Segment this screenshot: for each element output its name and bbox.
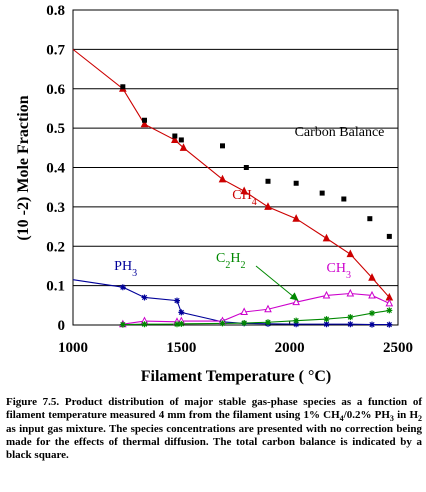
caption-sub-2: 3 [389, 414, 394, 424]
point-ch4-9 [322, 233, 331, 242]
point-ch3-10 [368, 290, 376, 299]
point-ch3-9 [346, 288, 355, 297]
c2h2-label: C2H2 [216, 251, 245, 271]
point-c2h2-7 [293, 317, 300, 324]
point-carbon-balance-6 [265, 178, 271, 184]
caption-label: Figure 7.5. [6, 396, 60, 408]
point-c2h2-9 [347, 314, 354, 321]
point-ch4-7 [264, 202, 272, 210]
point-ch4-2 [140, 119, 149, 128]
point-ch3-11 [385, 298, 394, 307]
point-ch3-8 [322, 290, 331, 299]
point-carbon-balance-7 [293, 180, 299, 186]
point-ph3-8 [293, 321, 300, 328]
point-c2h2-0 [119, 321, 126, 328]
point-ph3-2 [141, 294, 148, 301]
point-c2h2-1 [141, 321, 148, 328]
x-tick-labels: 1000 1500 2000 2500 [58, 321, 413, 356]
y-tick-label-5: 0.5 [46, 121, 65, 137]
caption-sub-1: 4 [339, 414, 344, 424]
series-line-ch3 [122, 292, 390, 325]
point-c2h2-8 [323, 316, 330, 323]
y-tick-label-7: 0.7 [46, 42, 65, 58]
point-c2h2-4 [219, 320, 226, 327]
point-ph3-10 [347, 321, 354, 328]
carbon-balance-label: Carbon Balance [295, 125, 385, 140]
point-carbon-balance-4 [220, 143, 225, 149]
point-carbon-balance-10 [367, 216, 373, 222]
point-carbon-balance-2 [172, 133, 178, 139]
x-tick-label-2: 2000 [275, 340, 305, 356]
point-c2h2-2 [174, 321, 180, 328]
point-ph3-4 [178, 309, 185, 316]
chart-annotations: Carbon Balance CH4 PH3 C2H2 CH3 [114, 125, 384, 301]
point-ch3-5 [240, 307, 248, 316]
c2h2-pointer-line [255, 265, 299, 301]
point-ph3-12 [386, 321, 393, 328]
point-ch4-4 [179, 143, 188, 151]
x-tick-label-0: 1000 [58, 340, 88, 356]
ch3-label: CH3 [327, 261, 351, 281]
series-line-c2h2 [122, 309, 390, 326]
point-ch4-3 [171, 135, 179, 143]
y-tick-label-0: 0 [58, 318, 66, 334]
point-ch3-7 [292, 297, 300, 306]
y-tick-label-3: 0.3 [46, 200, 65, 216]
point-c2h2-6 [265, 319, 271, 326]
point-ph3-9 [323, 321, 330, 328]
gridlines [73, 48, 398, 287]
point-ph3-1 [119, 284, 126, 291]
point-ph3-11 [369, 321, 375, 328]
point-c2h2-10 [369, 310, 375, 317]
x-tick-label-3: 2500 [383, 340, 413, 356]
point-ch4-6 [240, 186, 248, 195]
ch4-label: CH4 [232, 188, 256, 208]
figure-caption: Figure 7.5. Product distribution of majo… [6, 396, 422, 462]
y-tick-label-8: 0.8 [46, 3, 65, 19]
point-c2h2-11 [386, 307, 393, 314]
point-ph3-3 [174, 297, 180, 304]
y-tick-label-6: 0.6 [46, 82, 65, 98]
point-carbon-balance-5 [243, 165, 249, 170]
point-carbon-balance-3 [178, 137, 184, 143]
c2h2-pointer-arrowhead [289, 292, 299, 301]
point-c2h2-3 [178, 320, 185, 327]
caption-sub-3: 2 [418, 414, 422, 424]
point-c2h2-5 [241, 320, 248, 327]
point-ch4-10 [346, 249, 355, 258]
point-ch3-6 [264, 304, 272, 313]
point-carbon-balance-8 [319, 190, 325, 196]
caption-text-4: as input gas mixture. The species concen… [6, 422, 422, 462]
point-carbon-balance-11 [386, 233, 392, 239]
point-ch4-11 [368, 273, 376, 281]
ph3-label: PH3 [114, 259, 137, 279]
y-tick-label-4: 0.4 [46, 161, 65, 177]
point-ch4-8 [292, 214, 300, 222]
caption-text-3: in H [393, 409, 418, 422]
x-axis-title: Filament Temperature ( °C) [141, 368, 332, 385]
plot-frame [72, 9, 399, 326]
y-tick-label-2: 0.2 [46, 239, 65, 255]
data-markers [119, 84, 394, 328]
point-ch4-5 [218, 174, 227, 183]
caption-text-2: /0.2% PH [343, 409, 390, 422]
y-tick-label-1: 0.1 [46, 279, 65, 295]
point-carbon-balance-1 [142, 117, 147, 123]
y-tick-labels: 0 0.1 0.2 0.3 0.4 0.5 0.6 0.7 0.8 [46, 3, 65, 334]
y-axis-title: (10 -2) Mole Fraction [15, 95, 32, 240]
point-carbon-balance-0 [120, 84, 126, 90]
x-tick-label-1: 1500 [166, 340, 196, 356]
caption-text-1: Product distribution of major stable gas… [6, 396, 422, 422]
point-carbon-balance-9 [341, 196, 347, 202]
